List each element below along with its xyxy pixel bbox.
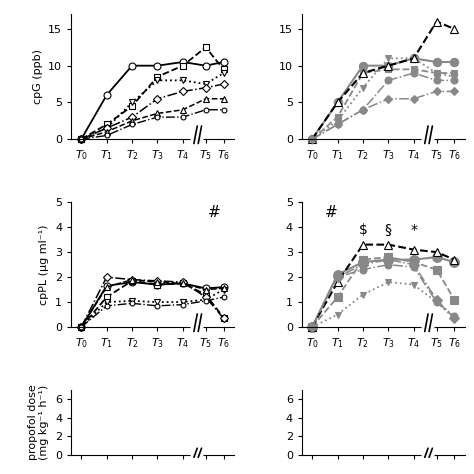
Text: §: § xyxy=(385,223,392,237)
Y-axis label: cpG (ppb): cpG (ppb) xyxy=(33,49,43,104)
Y-axis label: propofol dose
(mg kg⁻¹ h⁻¹): propofol dose (mg kg⁻¹ h⁻¹) xyxy=(28,385,49,460)
Y-axis label: cpPL (μg ml⁻¹): cpPL (μg ml⁻¹) xyxy=(39,224,49,305)
Text: $: $ xyxy=(358,223,367,237)
Text: #: # xyxy=(208,205,220,219)
Text: #: # xyxy=(325,205,337,219)
Text: *: * xyxy=(410,223,417,237)
